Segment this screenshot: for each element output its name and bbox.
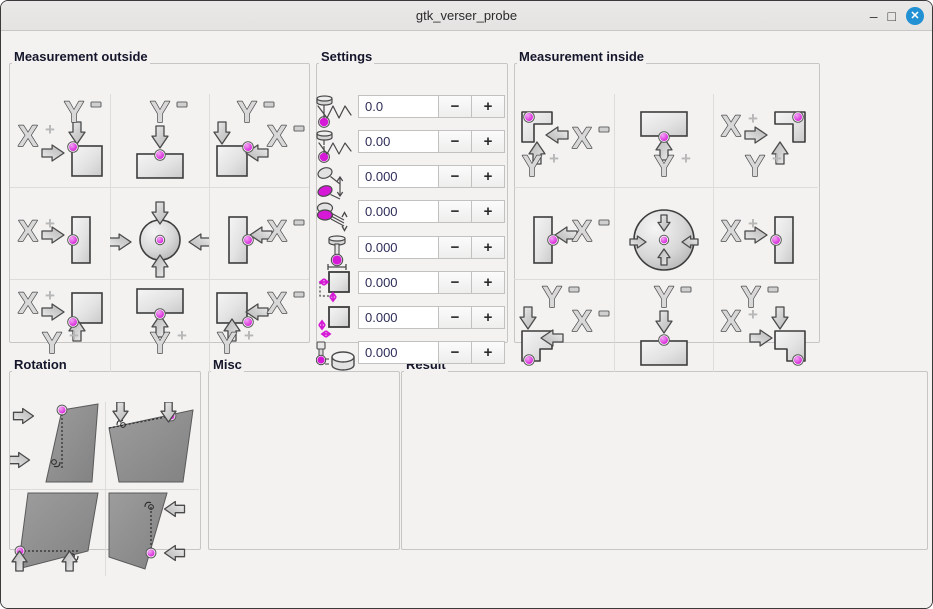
svg-text:Y: Y [542, 281, 562, 314]
svg-text:X: X [267, 215, 287, 248]
svg-text:X: X [18, 120, 38, 153]
svg-text:X: X [721, 215, 741, 248]
svg-text:X: X [572, 122, 592, 155]
svg-text:+: + [772, 149, 782, 168]
svg-text:X: X [267, 120, 287, 153]
svg-text:Y: Y [237, 96, 257, 129]
svg-text:+: + [244, 326, 254, 345]
svg-text:X: X [18, 287, 38, 320]
svg-text:Y: Y [150, 327, 170, 360]
svg-text:X: X [721, 110, 741, 143]
svg-text:Y: Y [217, 327, 237, 360]
svg-text:X: X [18, 215, 38, 248]
svg-text:Y: Y [150, 96, 170, 129]
svg-text:Y: Y [654, 281, 674, 314]
svg-text:+: + [681, 149, 691, 168]
svg-text:Y: Y [42, 327, 62, 360]
svg-text:+: + [45, 286, 55, 305]
svg-text:+: + [549, 149, 559, 168]
svg-text:X: X [721, 305, 741, 338]
svg-text:X: X [572, 215, 592, 248]
svg-text:+: + [748, 109, 758, 128]
svg-text:+: + [69, 326, 79, 345]
svg-text:X: X [267, 287, 287, 320]
svg-text:+: + [177, 326, 187, 345]
svg-text:Y: Y [745, 150, 765, 183]
svg-text:X: X [572, 305, 592, 338]
svg-text:Y: Y [522, 150, 542, 183]
svg-text:Y: Y [654, 150, 674, 183]
svg-text:+: + [748, 305, 758, 324]
svg-text:+: + [45, 214, 55, 233]
svg-text:Y: Y [64, 96, 84, 129]
svg-text:+: + [45, 120, 55, 139]
svg-text:+: + [748, 214, 758, 233]
